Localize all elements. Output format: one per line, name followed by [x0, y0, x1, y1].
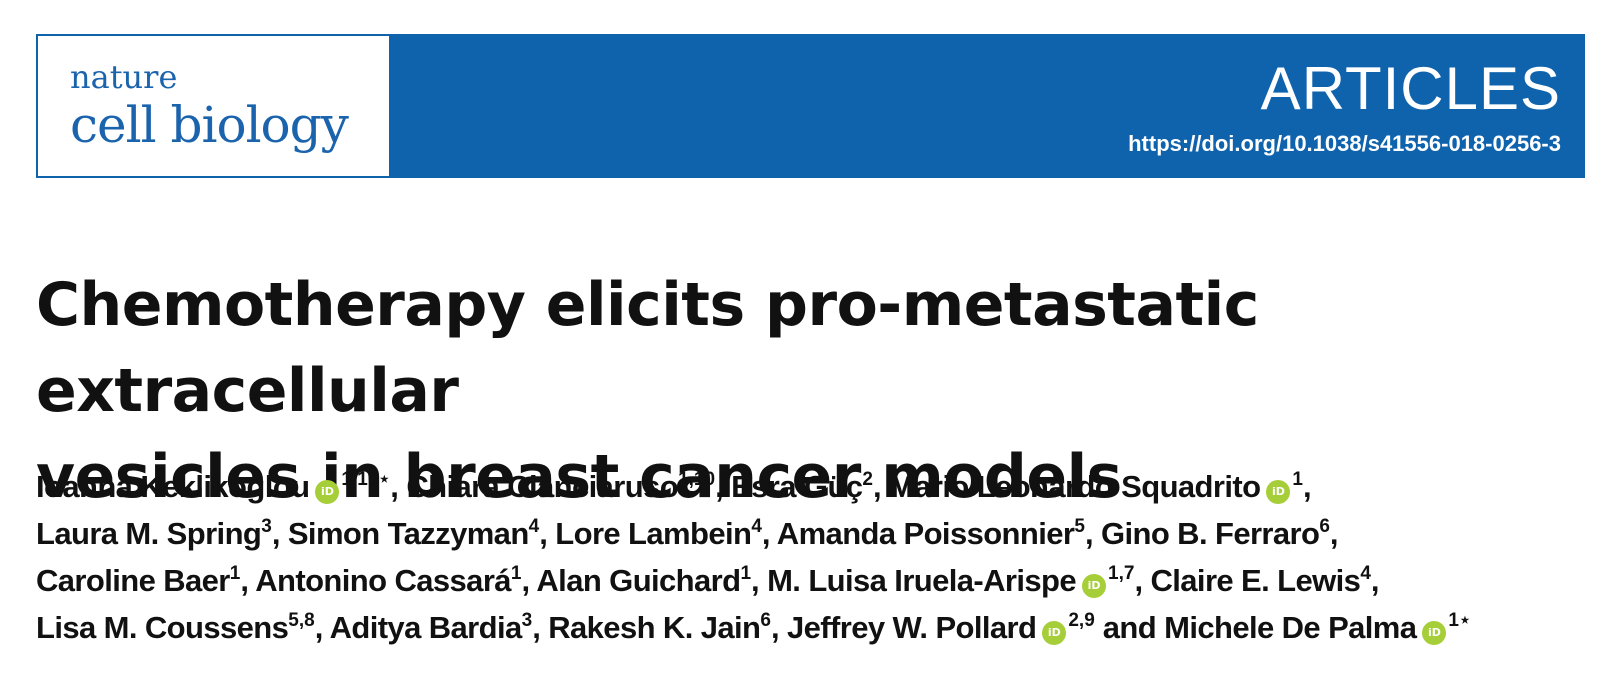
author-separator: ,: [1370, 563, 1380, 598]
affiliation-superscript: 1: [229, 563, 241, 584]
journal-banner: nature cell biology ARTICLES https://doi…: [36, 34, 1585, 178]
author-name[interactable]: Simon Tazzyman: [287, 516, 529, 551]
author-separator: ,: [770, 610, 787, 645]
author-separator: ,: [390, 469, 407, 504]
author-name[interactable]: Antonino Cassará: [255, 563, 511, 598]
author-name[interactable]: Rakesh K. Jain: [548, 610, 761, 645]
affiliation-superscript: 2: [862, 469, 873, 490]
article-title-line2: vesicles in breast cancer models: [36, 442, 1122, 512]
author-line: Ioanna Keklikoglou iD1,10⋆, Chiara Cianci…: [36, 463, 1585, 510]
author-name[interactable]: Lore Lambein: [555, 516, 752, 551]
author-name[interactable]: Alan Guichard: [536, 563, 741, 598]
affiliation-superscript: 4: [1360, 563, 1371, 584]
affiliation-superscript: 3: [261, 516, 272, 537]
affiliation-superscript: 2,9: [1068, 610, 1095, 631]
author-name[interactable]: Aditya Bardia: [329, 610, 523, 645]
orcid-icon[interactable]: iD: [315, 480, 340, 504]
author-separator: and: [1094, 610, 1165, 645]
affiliation-superscript: 6: [1319, 516, 1330, 537]
author-name[interactable]: Mario Leonardo Squadrito: [889, 469, 1261, 504]
orcid-icon[interactable]: iD: [1266, 480, 1291, 504]
author-separator: ,: [532, 610, 549, 645]
affiliation-superscript: 5,8: [288, 610, 315, 631]
author-separator: ,: [751, 563, 768, 598]
author-name[interactable]: Claire E. Lewis: [1150, 563, 1361, 598]
affiliation-superscript: 1: [1292, 469, 1303, 490]
affiliation-superscript: 3: [521, 610, 533, 631]
author-name[interactable]: Chiara Cianciaruso: [406, 469, 679, 504]
author-name[interactable]: Michele De Palma: [1164, 610, 1417, 645]
affiliation-superscript: 6: [760, 610, 771, 631]
affiliation-superscript: 4: [528, 516, 540, 537]
section-label: ARTICLES: [1260, 55, 1561, 122]
affiliation-superscript: 1,7: [1108, 563, 1135, 584]
journal-logo-line1: nature: [70, 58, 178, 96]
affiliation-superscript: 1,10⋆: [341, 469, 391, 490]
orcid-icon[interactable]: iD: [1422, 621, 1447, 645]
journal-logo[interactable]: nature cell biology: [38, 36, 389, 176]
author-separator: ,: [539, 516, 556, 551]
author-separator: ,: [1084, 516, 1101, 551]
affiliation-superscript: 1⋆: [1448, 610, 1471, 631]
author-separator: ,: [271, 516, 288, 551]
author-list: Ioanna Keklikoglou iD1,10⋆, Chiara Cianci…: [36, 463, 1585, 651]
author-separator: ,: [1134, 563, 1151, 598]
author-line: Lisa M. Coussens5,8, Aditya Bardia3, Rak…: [36, 604, 1585, 651]
journal-logo-line2: cell biology: [70, 96, 349, 154]
author-name[interactable]: Esra Güç: [731, 469, 863, 504]
author-name[interactable]: Gino B. Ferraro: [1100, 516, 1320, 551]
author-name[interactable]: Lisa M. Coussens: [36, 610, 289, 645]
author-line: Laura M. Spring3, Simon Tazzyman4, Lore …: [36, 510, 1585, 557]
author-separator: ,: [1329, 516, 1339, 551]
article-title-line1: Chemotherapy elicits pro-metastatic extr…: [36, 270, 1259, 426]
author-name[interactable]: Jeffrey W. Pollard: [787, 610, 1037, 645]
affiliation-superscript: 1: [510, 563, 522, 584]
affiliation-superscript: 5: [1074, 516, 1085, 537]
author-separator: ,: [1303, 469, 1312, 504]
doi-link[interactable]: https://doi.org/10.1038/s41556-018-0256-…: [1128, 131, 1561, 156]
affiliation-superscript: 1,10: [678, 469, 716, 490]
orcid-icon[interactable]: iD: [1042, 621, 1067, 645]
author-separator: ,: [715, 469, 732, 504]
author-separator: ,: [873, 469, 890, 504]
author-separator: ,: [314, 610, 330, 645]
article-title: Chemotherapy elicits pro-metastatic extr…: [36, 262, 1585, 520]
author-line: Caroline Baer1, Antonino Cassará1, Alan …: [36, 557, 1585, 604]
affiliation-superscript: 1: [740, 563, 752, 584]
orcid-icon[interactable]: iD: [1082, 574, 1107, 598]
author-name[interactable]: Caroline Baer: [36, 563, 230, 598]
author-separator: ,: [240, 563, 256, 598]
affiliation-superscript: 4: [751, 516, 762, 537]
author-name[interactable]: Laura M. Spring: [36, 516, 262, 551]
author-separator: ,: [761, 516, 777, 551]
author-name[interactable]: M. Luisa Iruela-Arispe: [767, 563, 1077, 598]
author-name[interactable]: Amanda Poissonnier: [776, 516, 1075, 551]
author-separator: ,: [521, 563, 537, 598]
author-name[interactable]: Ioanna Keklikoglou: [36, 469, 310, 504]
